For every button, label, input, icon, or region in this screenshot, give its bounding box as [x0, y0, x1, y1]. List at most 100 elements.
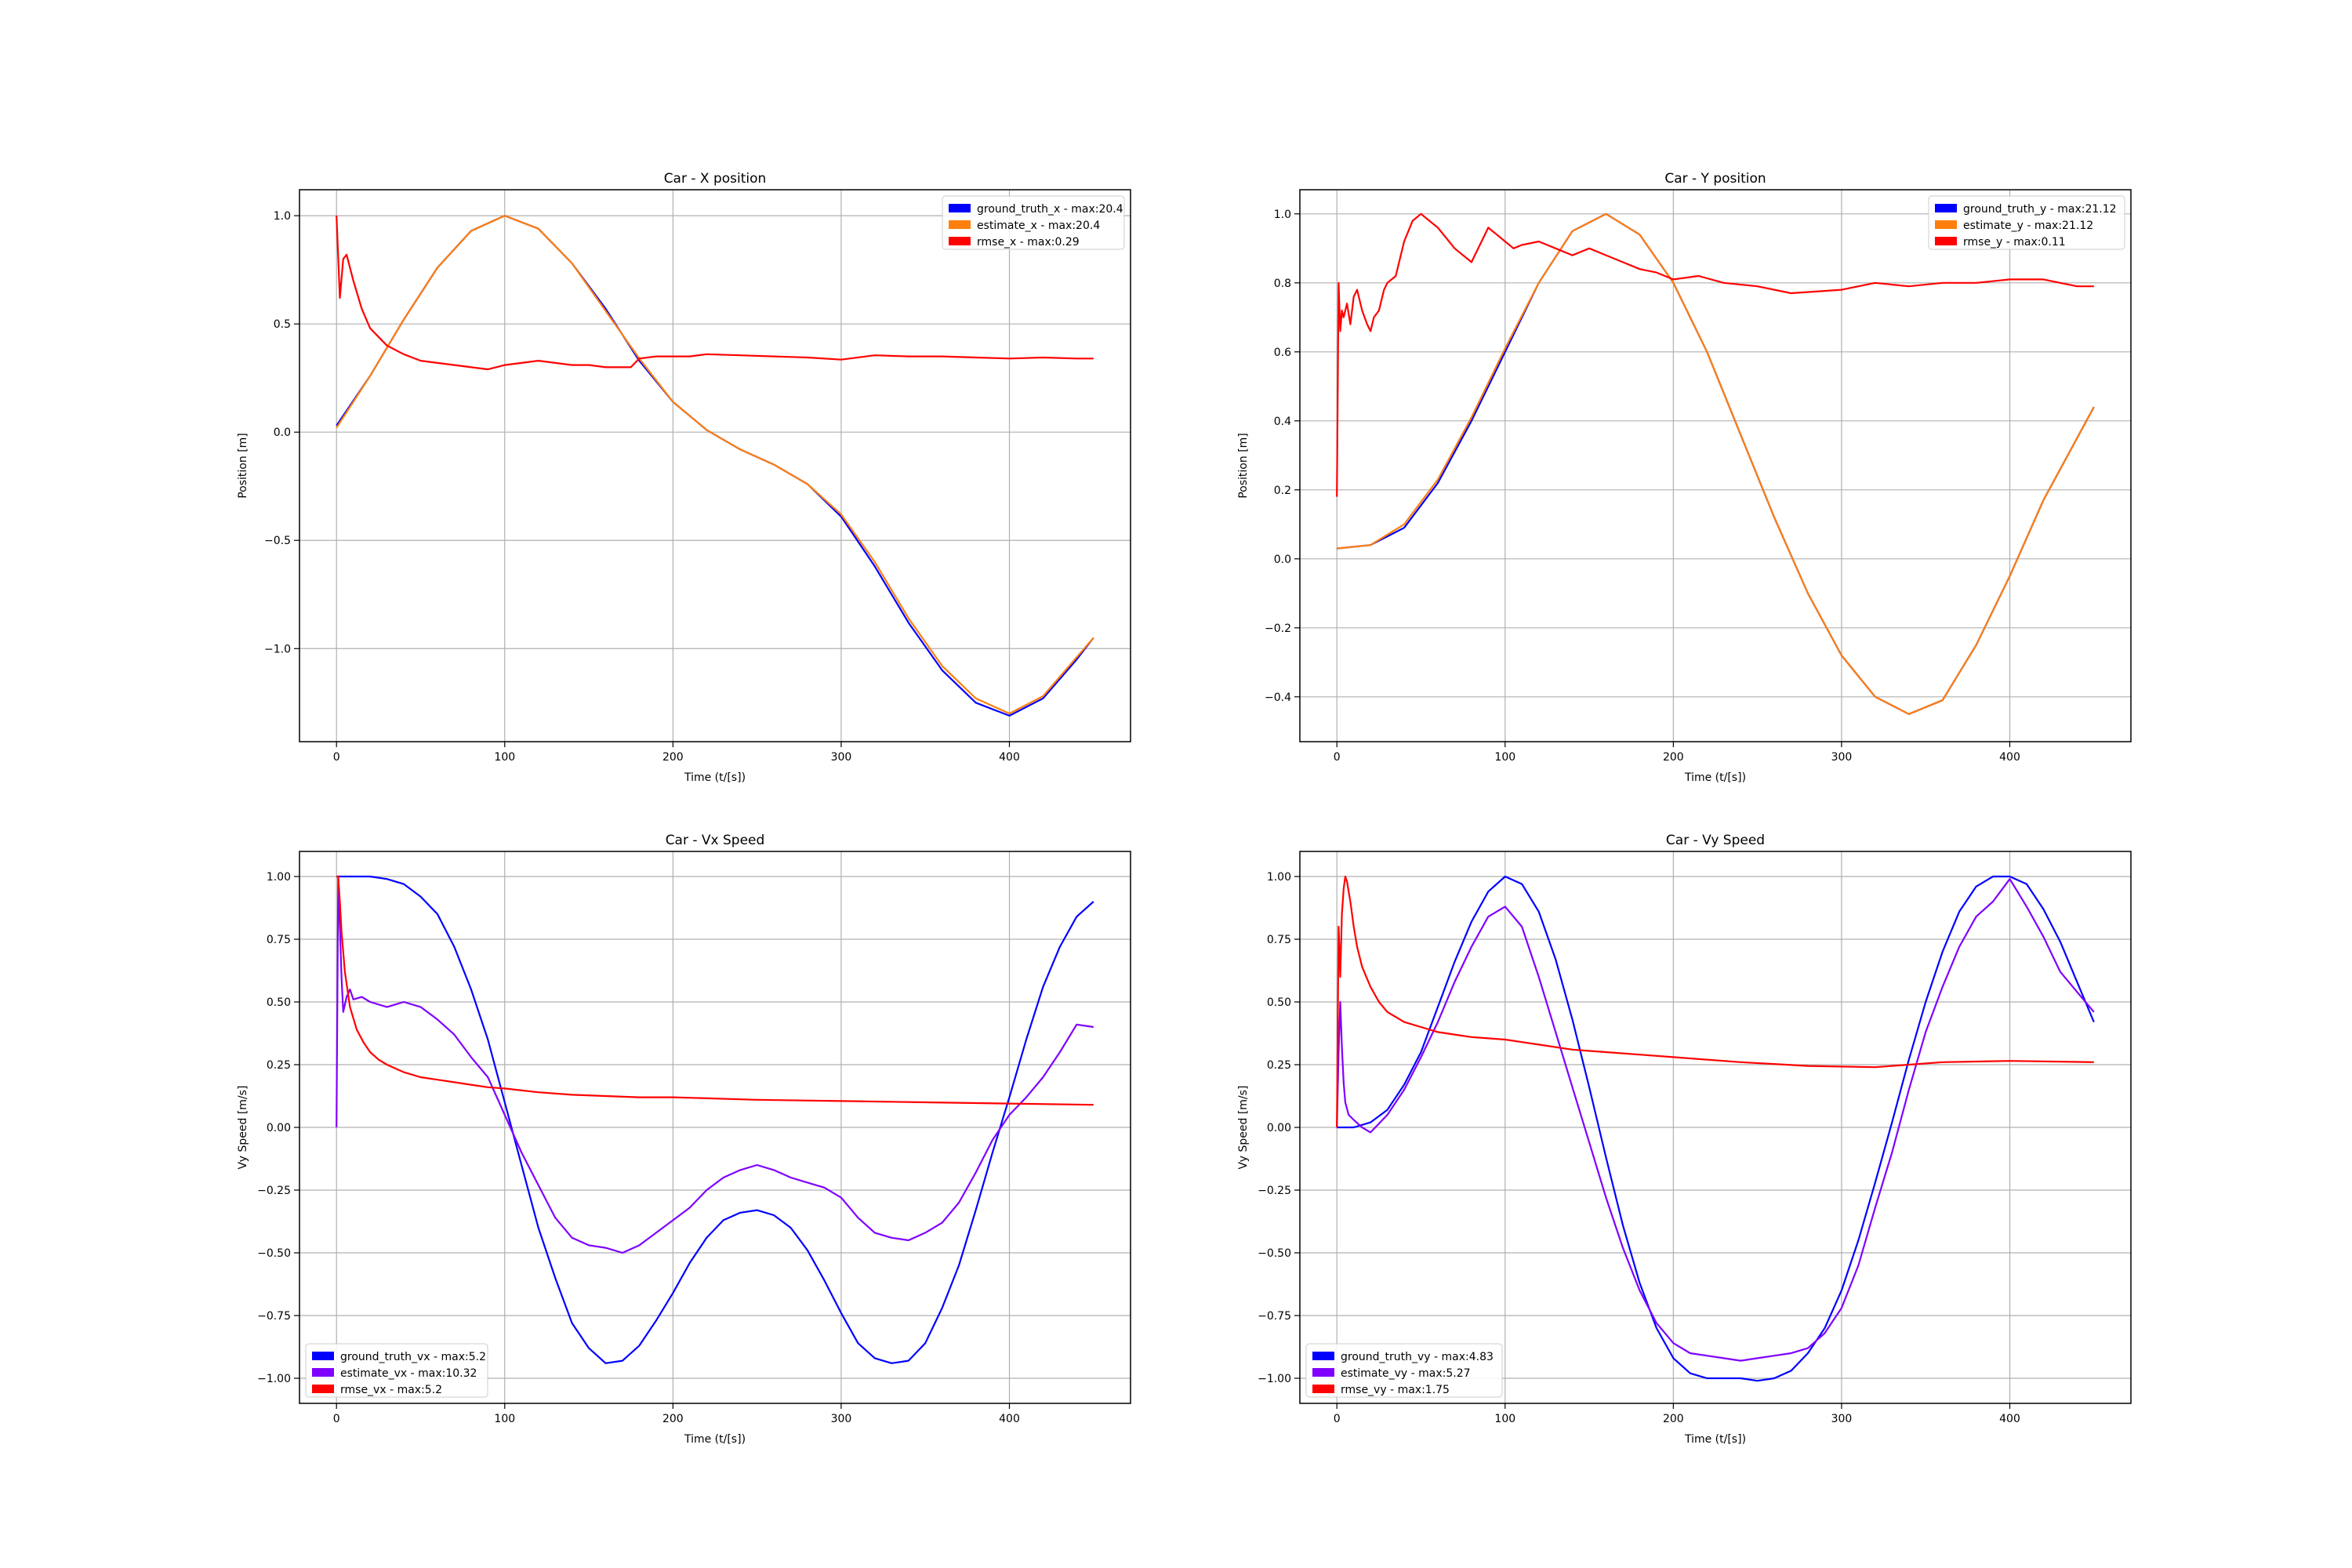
y-axis-label: Vy Speed [m/s]: [237, 1086, 249, 1170]
series-line-3: [1336, 875, 2094, 1128]
x-tick-label: 400: [1999, 1413, 2020, 1425]
y-tick-label: −1.0: [264, 643, 291, 655]
x-tick-label: 400: [999, 1413, 1020, 1425]
x-tick-label: 100: [494, 751, 515, 764]
series-line-2: [336, 875, 1094, 1254]
legend-swatch: [312, 1352, 334, 1360]
y-tick-label: 0.2: [1274, 485, 1291, 497]
y-tick-label: −0.4: [1265, 691, 1291, 704]
plot-frame: [1299, 851, 2132, 1404]
y-tick-label: −0.25: [257, 1185, 291, 1197]
y-tick-label: 0.50: [267, 996, 291, 1009]
chart-3: 0 100 200 300 400 −1.00 −0.75 −0.50 −0.25 0.00 0.2…: [237, 833, 1131, 1446]
x-tick-label: 400: [1999, 751, 2020, 764]
y-tick-label: −0.75: [1258, 1310, 1291, 1323]
x-tick-label: 0: [1334, 751, 1341, 764]
y-tick-label: 0.00: [267, 1122, 291, 1134]
legend-frame: [942, 195, 1125, 250]
chart-title: Car - Y position: [1664, 171, 1766, 187]
y-tick-label: −0.50: [1258, 1247, 1291, 1260]
x-tick-label: 0: [1334, 1413, 1341, 1425]
y-tick-label: −0.25: [1258, 1185, 1291, 1197]
y-axis-label: Position [m]: [237, 433, 249, 499]
y-tick-label: 0.0: [274, 426, 291, 439]
legend-label: estimate_vy - max:5.27: [1341, 1367, 1471, 1380]
legend: ground_truth_vy - max:4.83 estimate_vy - …: [1305, 1343, 1503, 1398]
chart-4: 0 100 200 300 400 −1.00 −0.75 −0.50 −0.25 0.00 0.2…: [1237, 833, 2132, 1446]
series-line-1: [336, 215, 1094, 717]
legend-frame: [305, 1343, 488, 1398]
y-tick-label: 0.8: [1274, 278, 1291, 290]
x-tick-label: 400: [999, 751, 1020, 764]
x-tick-label: 100: [1494, 751, 1515, 764]
series-line-3: [336, 216, 1094, 371]
y-tick-label: 0.50: [1267, 996, 1291, 1009]
chart-1: 0 100 200 300 400 −1.0 −0.5 0.0 0.5 1.0 Car - X po…: [237, 171, 1131, 784]
x-tick-label: 300: [831, 751, 852, 764]
legend-swatch: [1935, 237, 1957, 245]
series-line-1: [1337, 875, 2095, 1382]
legend-label: ground_truth_vy - max:4.83: [1341, 1351, 1494, 1363]
y-tick-label: −0.5: [264, 535, 291, 547]
legend-label: estimate_y - max:21.12: [1963, 220, 2093, 232]
legend-frame: [1928, 195, 2125, 250]
x-axis-label: Time (t/[s]): [1684, 771, 1746, 784]
y-tick-label: 0.25: [267, 1059, 291, 1072]
series-line-3: [1336, 212, 2094, 497]
x-tick-label: 200: [1663, 751, 1684, 764]
y-tick-label: 1.0: [274, 210, 291, 223]
y-tick-label: 1.00: [267, 871, 291, 884]
y-tick-label: 0.0: [1274, 554, 1291, 566]
chart-title: Car - X position: [664, 171, 767, 187]
legend-swatch: [1312, 1368, 1334, 1377]
y-tick-label: −1.00: [1258, 1373, 1291, 1385]
legend-label: rmse_x - max:0.29: [977, 236, 1080, 249]
legend-swatch: [1935, 220, 1957, 229]
legend-swatch: [1312, 1385, 1334, 1393]
x-tick-label: 0: [333, 1413, 340, 1425]
x-tick-label: 0: [333, 751, 340, 764]
x-tick-label: 300: [1831, 1413, 1853, 1425]
chart-title: Car - Vy Speed: [1666, 833, 1765, 848]
legend-swatch: [949, 237, 971, 245]
series-line-2: [1336, 878, 2095, 1362]
y-tick-label: 0.25: [1267, 1059, 1291, 1072]
legend-label: ground_truth_y - max:21.12: [1963, 203, 2117, 216]
y-axis-label: Vy Speed [m/s]: [1237, 1086, 1250, 1170]
legend: ground_truth_vx - max:5.2 estimate_vx - m…: [305, 1343, 488, 1398]
series-line-1: [336, 875, 1094, 1364]
chart-title: Car - Vx Speed: [666, 833, 765, 848]
legend-swatch: [312, 1368, 334, 1377]
x-tick-label: 100: [1494, 1413, 1515, 1425]
legend-swatch: [1312, 1352, 1334, 1360]
y-tick-label: 0.75: [1267, 934, 1291, 946]
legend-swatch: [1935, 204, 1957, 212]
legend: ground_truth_x - max:20.4 estimate_x - ma…: [942, 195, 1125, 250]
legend-label: estimate_x - max:20.4: [977, 220, 1100, 232]
y-tick-label: 0.00: [1267, 1122, 1291, 1134]
y-axis-label: Position [m]: [1237, 433, 1250, 499]
legend-frame: [1305, 1343, 1503, 1398]
y-tick-label: 0.6: [1274, 347, 1291, 359]
x-axis-label: Time (t/[s]): [684, 1433, 746, 1446]
y-tick-label: −0.2: [1265, 622, 1291, 635]
x-tick-label: 200: [662, 751, 684, 764]
legend-swatch: [949, 220, 971, 229]
series-line-2: [336, 215, 1094, 715]
y-tick-label: 0.4: [1274, 416, 1291, 428]
y-tick-label: −0.75: [257, 1310, 291, 1323]
x-tick-label: 200: [1663, 1413, 1684, 1425]
legend-label: ground_truth_vx - max:5.2: [340, 1351, 486, 1363]
y-tick-label: 0.5: [274, 318, 291, 331]
legend-label: ground_truth_x - max:20.4: [977, 203, 1123, 216]
x-tick-label: 100: [494, 1413, 515, 1425]
y-tick-label: 1.00: [1267, 871, 1291, 884]
legend-label: rmse_vy - max:1.75: [1341, 1384, 1450, 1396]
x-axis-label: Time (t/[s]): [684, 771, 746, 784]
y-tick-label: 0.75: [267, 934, 291, 946]
y-tick-label: −0.50: [257, 1247, 291, 1260]
y-tick-label: −1.00: [257, 1373, 291, 1385]
legend-label: rmse_y - max:0.11: [1963, 236, 2066, 249]
plot-frame: [299, 189, 1131, 742]
chart-2: 0 100 200 300 400 −0.4 −0.2 0.0 0.2 0.4 0.6 0.8 1.0 C…: [1237, 171, 2132, 784]
